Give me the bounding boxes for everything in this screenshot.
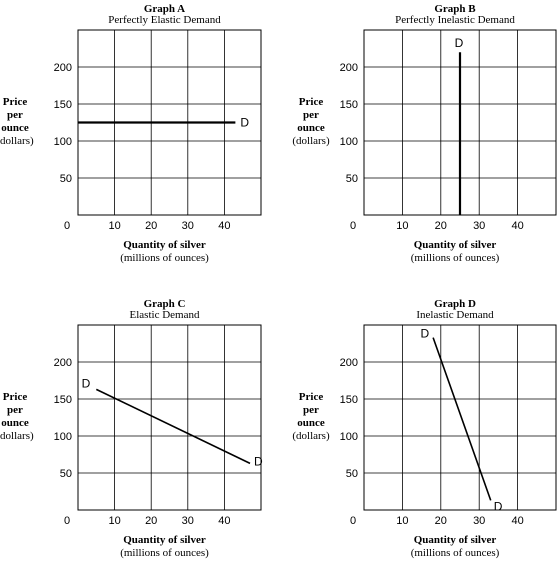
plot-frame <box>77 324 262 511</box>
chart-title: Graph B <box>434 3 476 15</box>
chart-title: Graph D <box>434 298 476 310</box>
x-tick-label: 0 <box>64 220 70 232</box>
y-tick-label: 200 <box>340 62 358 74</box>
y-tick-label: 100 <box>54 431 72 443</box>
x-axis-unit: (millions of ounces) <box>120 547 209 559</box>
x-tick-label: 40 <box>511 220 523 232</box>
y-axis-label: per <box>303 109 319 121</box>
chart-title: Graph C <box>144 298 186 310</box>
y-axis-label: ounce <box>1 417 29 429</box>
y-axis-unit: (dollars) <box>292 135 330 147</box>
y-axis-label: per <box>303 404 319 416</box>
curve-label: D <box>240 116 249 130</box>
y-axis-label: ounce <box>297 417 325 429</box>
x-tick-label: 0 <box>64 515 70 527</box>
x-tick-label: 40 <box>218 515 230 527</box>
curve-label: D <box>455 36 464 50</box>
x-tick-label: 0 <box>350 220 356 232</box>
y-tick-label: 50 <box>60 468 72 480</box>
y-axis-label: Price <box>299 96 324 108</box>
y-axis-label: Price <box>299 391 324 403</box>
x-tick-label: 20 <box>435 515 447 527</box>
y-tick-label: 50 <box>346 173 358 185</box>
x-tick-label: 10 <box>396 220 408 232</box>
x-axis-unit: (millions of ounces) <box>411 547 500 559</box>
demand-curve <box>432 337 492 501</box>
y-axis-label: per <box>7 109 23 121</box>
x-axis-unit: (millions of ounces) <box>411 252 500 264</box>
y-tick-label: 50 <box>60 173 72 185</box>
y-tick-label: 100 <box>54 136 72 148</box>
y-tick-label: 100 <box>340 431 358 443</box>
y-axis-label: ounce <box>297 122 325 134</box>
x-axis-label: Quantity of silver <box>123 534 206 546</box>
curve-label: D <box>494 499 503 513</box>
x-tick-label: 0 <box>350 515 356 527</box>
x-tick-label: 30 <box>473 220 485 232</box>
x-tick-label: 10 <box>396 515 408 527</box>
y-tick-label: 150 <box>54 99 72 111</box>
x-axis-label: Quantity of silver <box>414 534 497 546</box>
x-tick-label: 30 <box>473 515 485 527</box>
curve-label: D <box>420 327 429 341</box>
x-tick-label: 30 <box>182 220 194 232</box>
y-tick-label: 150 <box>340 99 358 111</box>
x-tick-label: 20 <box>435 220 447 232</box>
x-axis-label: Quantity of silver <box>123 239 206 251</box>
y-axis-label: per <box>7 404 23 416</box>
plot-frame <box>363 324 557 511</box>
curve-label: D <box>82 376 91 390</box>
y-axis-unit: (dollars) <box>0 430 34 442</box>
x-tick-label: 20 <box>145 220 157 232</box>
chart-subtitle: Inelastic Demand <box>416 309 494 321</box>
x-axis-label: Quantity of silver <box>414 239 497 251</box>
x-tick-label: 40 <box>218 220 230 232</box>
y-axis-label: Price <box>3 96 28 108</box>
y-tick-label: 100 <box>340 136 358 148</box>
chart-subtitle: Elastic Demand <box>130 309 200 321</box>
demand-curve <box>95 388 251 465</box>
y-axis-unit: (dollars) <box>292 430 330 442</box>
y-tick-label: 150 <box>340 394 358 406</box>
y-axis-label: ounce <box>1 122 29 134</box>
y-tick-label: 200 <box>340 357 358 369</box>
chart-title: Graph A <box>144 3 185 15</box>
x-tick-label: 30 <box>182 515 194 527</box>
y-tick-label: 50 <box>346 468 358 480</box>
x-tick-label: 40 <box>511 515 523 527</box>
y-tick-label: 150 <box>54 394 72 406</box>
curve-label: D <box>254 454 263 468</box>
y-tick-label: 200 <box>54 62 72 74</box>
x-tick-label: 20 <box>145 515 157 527</box>
x-tick-label: 10 <box>108 515 120 527</box>
y-axis-unit: (dollars) <box>0 135 34 147</box>
y-axis-label: Price <box>3 391 28 403</box>
chart-subtitle: Perfectly Inelastic Demand <box>395 14 515 26</box>
chart-subtitle: Perfectly Elastic Demand <box>108 14 221 26</box>
y-tick-label: 200 <box>54 357 72 369</box>
x-tick-label: 10 <box>108 220 120 232</box>
x-axis-unit: (millions of ounces) <box>120 252 209 264</box>
